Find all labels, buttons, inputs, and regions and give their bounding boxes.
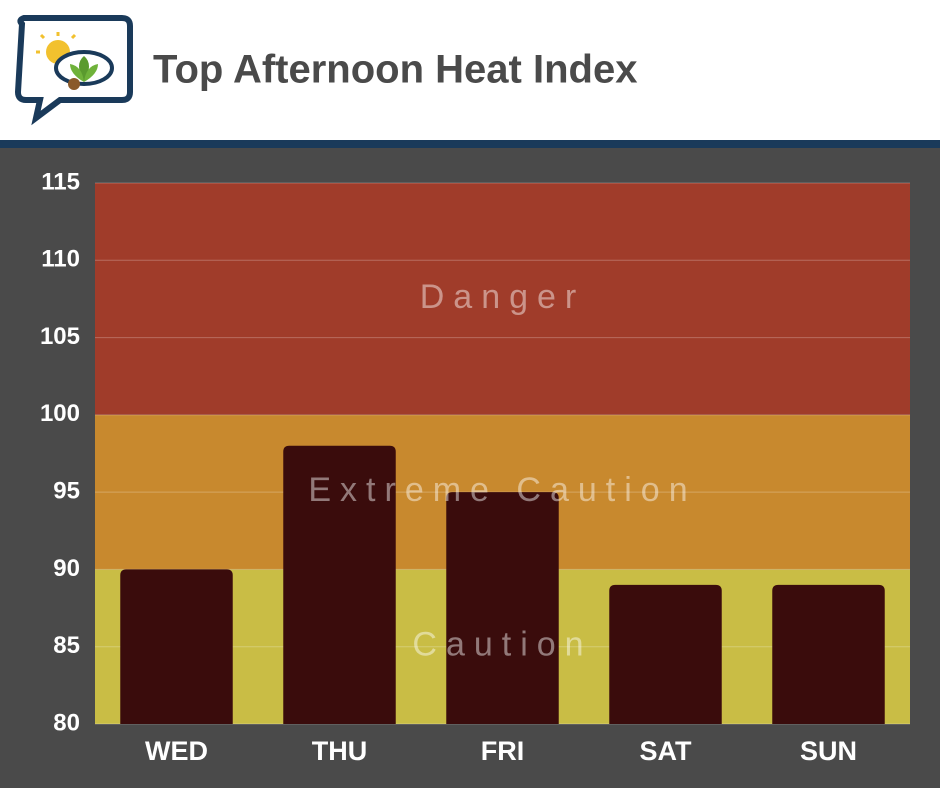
y-tick-label: 95 xyxy=(53,477,80,504)
x-tick-label: THU xyxy=(312,736,368,766)
y-tick-label: 80 xyxy=(53,709,80,736)
header-bg xyxy=(0,0,940,140)
bar xyxy=(120,569,233,724)
zone xyxy=(95,183,910,415)
zone-label: Danger xyxy=(420,278,586,316)
chart-title: Top Afternoon Heat Index xyxy=(153,48,637,92)
y-tick-label: 90 xyxy=(53,555,80,582)
bar xyxy=(446,492,559,724)
bar xyxy=(609,584,722,724)
y-tick-label: 110 xyxy=(41,246,80,273)
y-tick-label: 115 xyxy=(41,168,80,195)
x-tick-label: WED xyxy=(145,736,208,766)
x-tick-label: SAT xyxy=(640,736,693,766)
x-tick-label: FRI xyxy=(481,736,525,766)
x-tick-label: SUN xyxy=(800,736,857,766)
bar xyxy=(772,584,885,724)
zone-label: Caution xyxy=(412,626,592,664)
header-rule xyxy=(0,140,940,148)
y-tick-label: 105 xyxy=(40,323,80,350)
y-tick-label: 100 xyxy=(40,400,80,427)
logo xyxy=(14,15,133,126)
y-tick-label: 85 xyxy=(53,632,80,659)
zone-label: Extreme Caution xyxy=(308,471,696,509)
bar xyxy=(283,445,396,724)
